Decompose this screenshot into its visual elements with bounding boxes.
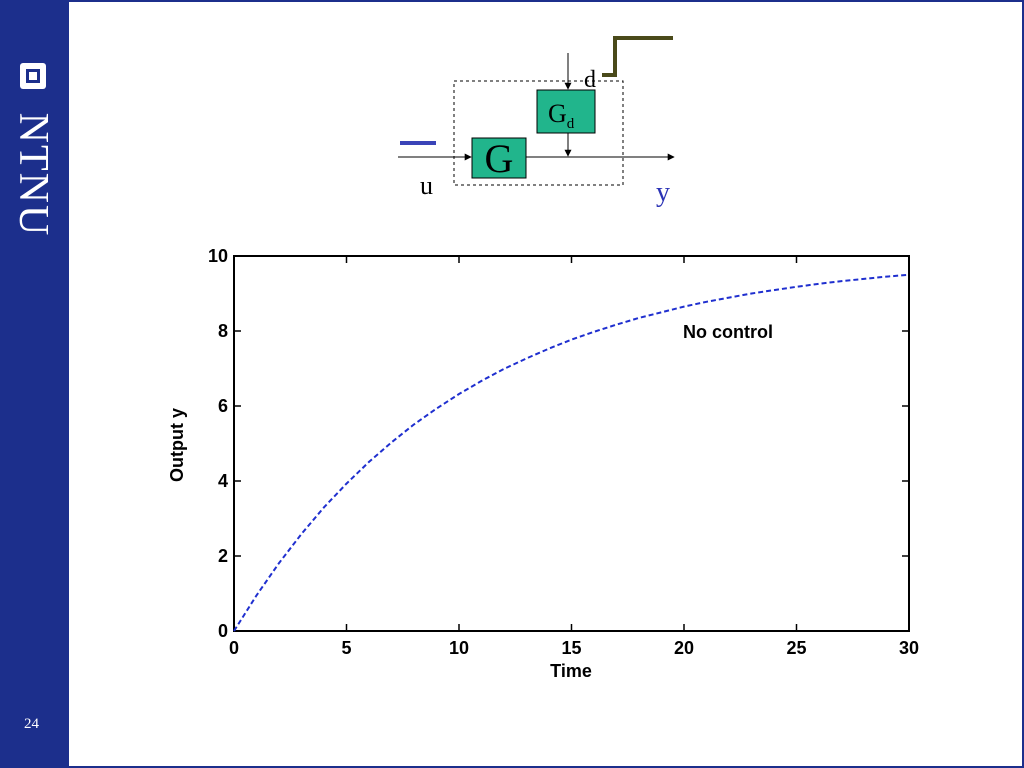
x-tick-label: 10 [449, 638, 469, 658]
block-g [471, 137, 527, 179]
disturbance-step-signal [602, 36, 673, 77]
y-tick-label: 10 [208, 246, 228, 266]
block-gd [536, 89, 596, 134]
slide-border-top [0, 0, 1024, 2]
y-tick-label: 2 [218, 546, 228, 566]
block-g-label: G [485, 136, 514, 181]
x-axis-label: Time [550, 661, 592, 681]
output-label-y: y [656, 177, 670, 208]
input-label-u: u [420, 171, 433, 200]
logo-square-icon [20, 63, 46, 89]
chart-axes: 0 5 10 15 20 25 30 0 2 4 6 8 10 [208, 246, 919, 658]
y-tick-label: 6 [218, 396, 228, 416]
x-tick-label: 25 [786, 638, 806, 658]
chart-series [233, 273, 910, 632]
y-axis-label: Output y [167, 408, 187, 482]
block-gd-label: Gd [548, 99, 575, 132]
slide-border-bottom [0, 766, 1024, 768]
block-diagram: G Gd d u y [398, 36, 675, 208]
x-tick-label: 20 [674, 638, 694, 658]
series-line-0 [233, 273, 910, 632]
x-tick-label: 5 [341, 638, 351, 658]
page-number: 24 [24, 716, 39, 732]
no-control-annotation: No control [683, 322, 773, 342]
sidebar: NTNU 24 [0, 0, 69, 768]
plant-boundary-dashed [453, 80, 624, 186]
x-tick-label: 15 [561, 638, 581, 658]
y-tick-label: 0 [218, 621, 228, 641]
plot-frame [233, 255, 910, 632]
x-tick-label: 0 [229, 638, 239, 658]
y-tick-label: 4 [218, 471, 228, 491]
x-tick-label: 30 [899, 638, 919, 658]
slide-border-right [1022, 0, 1024, 768]
ntnu-logo: NTNU [0, 55, 69, 265]
disturbance-label: d [584, 67, 596, 93]
y-tick-label: 8 [218, 321, 228, 341]
